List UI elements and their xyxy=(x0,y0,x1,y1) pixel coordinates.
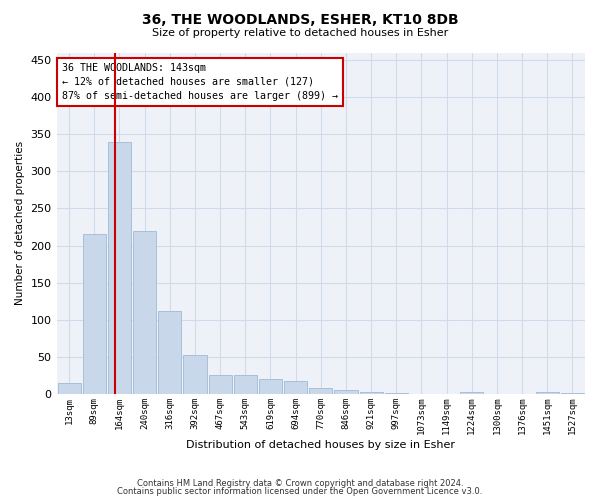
Bar xyxy=(359,392,383,394)
Bar xyxy=(309,388,332,394)
Bar xyxy=(184,354,206,394)
Bar xyxy=(209,376,232,394)
Text: Contains HM Land Registry data © Crown copyright and database right 2024.: Contains HM Land Registry data © Crown c… xyxy=(137,478,463,488)
X-axis label: Distribution of detached houses by size in Esher: Distribution of detached houses by size … xyxy=(186,440,455,450)
Text: Size of property relative to detached houses in Esher: Size of property relative to detached ho… xyxy=(152,28,448,38)
Bar xyxy=(234,376,257,394)
Bar xyxy=(259,379,282,394)
Bar xyxy=(460,392,484,394)
Bar xyxy=(334,390,358,394)
Text: Contains public sector information licensed under the Open Government Licence v3: Contains public sector information licen… xyxy=(118,487,482,496)
Bar xyxy=(158,311,181,394)
Bar xyxy=(58,383,80,394)
Bar xyxy=(108,142,131,394)
Bar xyxy=(133,230,156,394)
Text: 36 THE WOODLANDS: 143sqm
← 12% of detached houses are smaller (127)
87% of semi-: 36 THE WOODLANDS: 143sqm ← 12% of detach… xyxy=(62,62,338,100)
Bar xyxy=(284,382,307,394)
Text: 36, THE WOODLANDS, ESHER, KT10 8DB: 36, THE WOODLANDS, ESHER, KT10 8DB xyxy=(142,12,458,26)
Bar xyxy=(536,392,559,394)
Bar xyxy=(83,234,106,394)
Y-axis label: Number of detached properties: Number of detached properties xyxy=(15,141,25,306)
Bar xyxy=(385,392,408,394)
Bar xyxy=(561,392,584,394)
